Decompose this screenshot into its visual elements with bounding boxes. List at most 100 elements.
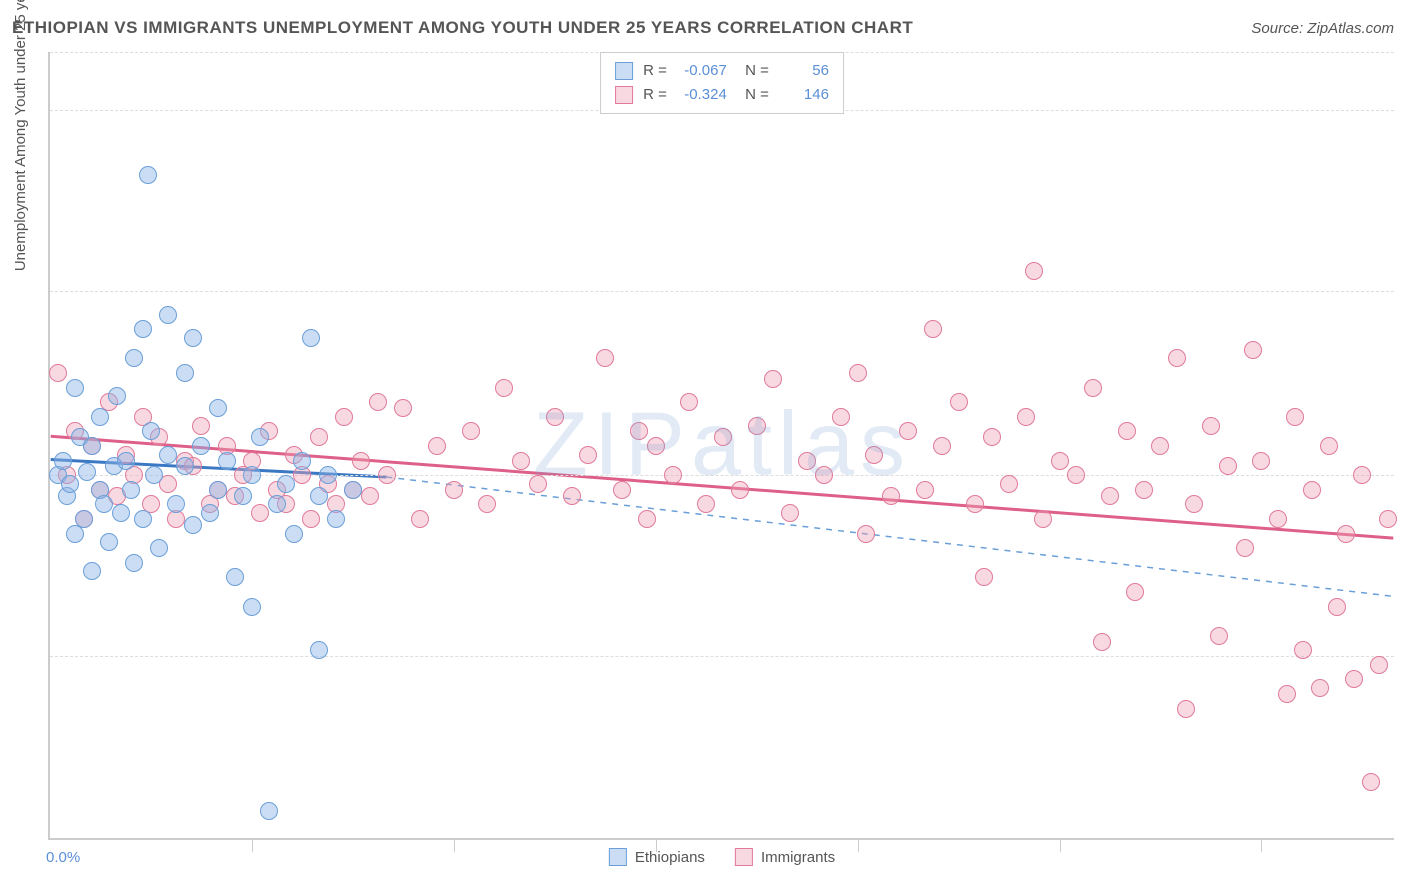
data-point-immigrants (1294, 641, 1312, 659)
data-point-ethiopians (100, 533, 118, 551)
stats-row-immigrants: R = -0.324 N = 146 (615, 83, 829, 107)
data-point-ethiopians (145, 466, 163, 484)
gridline-horizontal (50, 656, 1394, 657)
data-point-immigrants (1051, 452, 1069, 470)
data-point-immigrants (1202, 417, 1220, 435)
data-point-immigrants (1067, 466, 1085, 484)
data-point-ethiopians (83, 437, 101, 455)
data-point-ethiopians (319, 466, 337, 484)
data-point-immigrants (462, 422, 480, 440)
data-point-immigrants (478, 495, 496, 513)
gridline-vertical (1261, 840, 1262, 852)
swatch-ethiopians (609, 848, 627, 866)
data-point-ethiopians (66, 379, 84, 397)
chart-title: ETHIOPIAN VS IMMIGRANTS UNEMPLOYMENT AMO… (12, 18, 913, 38)
chart-header: ETHIOPIAN VS IMMIGRANTS UNEMPLOYMENT AMO… (12, 18, 1394, 38)
data-point-ethiopians (159, 306, 177, 324)
data-point-immigrants (815, 466, 833, 484)
data-point-ethiopians (95, 495, 113, 513)
plot-area: ZIPatlas R = -0.067 N = 56 R = -0.324 N … (48, 52, 1394, 840)
y-tick-label: 12.5% (1399, 467, 1406, 484)
data-point-ethiopians (125, 554, 143, 572)
data-point-ethiopians (54, 452, 72, 470)
data-point-immigrants (49, 364, 67, 382)
data-point-immigrants (950, 393, 968, 411)
data-point-ethiopians (176, 457, 194, 475)
data-point-ethiopians (251, 428, 269, 446)
legend-item-ethiopians: Ethiopians (609, 848, 705, 866)
data-point-immigrants (1025, 262, 1043, 280)
data-point-immigrants (495, 379, 513, 397)
data-point-immigrants (352, 452, 370, 470)
y-tick-label: 18.8% (1399, 283, 1406, 300)
stat-n-immigrants: 146 (779, 83, 829, 107)
data-point-immigrants (1126, 583, 1144, 601)
data-point-immigrants (1017, 408, 1035, 426)
source-name: ZipAtlas.com (1307, 20, 1394, 37)
data-point-ethiopians (176, 364, 194, 382)
legend-item-immigrants: Immigrants (735, 848, 835, 866)
data-point-immigrants (445, 481, 463, 499)
stat-r-immigrants: -0.324 (677, 83, 727, 107)
data-point-immigrants (899, 422, 917, 440)
data-point-immigrants (1034, 510, 1052, 528)
data-point-immigrants (613, 481, 631, 499)
data-point-immigrants (916, 481, 934, 499)
data-point-immigrants (983, 428, 1001, 446)
data-point-ethiopians (184, 516, 202, 534)
stat-r-label: R = (643, 59, 667, 83)
data-point-immigrants (1320, 437, 1338, 455)
data-point-immigrants (1311, 679, 1329, 697)
source-attribution: Source: ZipAtlas.com (1251, 20, 1394, 37)
data-point-immigrants (1286, 408, 1304, 426)
gridline-vertical (1060, 840, 1061, 852)
data-point-immigrants (975, 568, 993, 586)
data-point-immigrants (1244, 341, 1262, 359)
data-point-immigrants (596, 349, 614, 367)
data-point-immigrants (1362, 773, 1380, 791)
data-point-ethiopians (243, 466, 261, 484)
data-point-immigrants (1185, 495, 1203, 513)
data-point-immigrants (1093, 633, 1111, 651)
data-point-immigrants (1345, 670, 1363, 688)
data-point-immigrants (428, 437, 446, 455)
data-point-ethiopians (112, 504, 130, 522)
swatch-ethiopians (615, 62, 633, 80)
data-point-ethiopians (209, 399, 227, 417)
data-point-immigrants (529, 475, 547, 493)
data-point-ethiopians (302, 329, 320, 347)
stat-r-ethiopians: -0.067 (677, 59, 727, 83)
gridline-horizontal (50, 291, 1394, 292)
data-point-immigrants (1118, 422, 1136, 440)
data-point-immigrants (1278, 685, 1296, 703)
data-point-ethiopians (125, 349, 143, 367)
x-axis-min-label: 0.0% (46, 849, 80, 866)
data-point-ethiopians (285, 525, 303, 543)
stat-n-ethiopians: 56 (779, 59, 829, 83)
data-point-immigrants (697, 495, 715, 513)
data-point-immigrants (378, 466, 396, 484)
swatch-immigrants (615, 86, 633, 104)
data-point-ethiopians (83, 562, 101, 580)
data-point-immigrants (1328, 598, 1346, 616)
data-point-immigrants (1168, 349, 1186, 367)
data-point-ethiopians (159, 446, 177, 464)
data-point-ethiopians (209, 481, 227, 499)
data-point-immigrants (1337, 525, 1355, 543)
stat-r-label: R = (643, 83, 667, 107)
data-point-ethiopians (293, 452, 311, 470)
data-point-immigrants (1370, 656, 1388, 674)
data-point-immigrants (933, 437, 951, 455)
data-point-immigrants (411, 510, 429, 528)
data-point-immigrants (512, 452, 530, 470)
data-point-immigrants (369, 393, 387, 411)
data-point-ethiopians (192, 437, 210, 455)
data-point-immigrants (579, 446, 597, 464)
data-point-ethiopians (134, 320, 152, 338)
data-point-immigrants (563, 487, 581, 505)
data-point-ethiopians (268, 495, 286, 513)
data-point-immigrants (1210, 627, 1228, 645)
gridline-vertical (656, 840, 657, 852)
data-point-ethiopians (243, 598, 261, 616)
gridline-vertical (252, 840, 253, 852)
